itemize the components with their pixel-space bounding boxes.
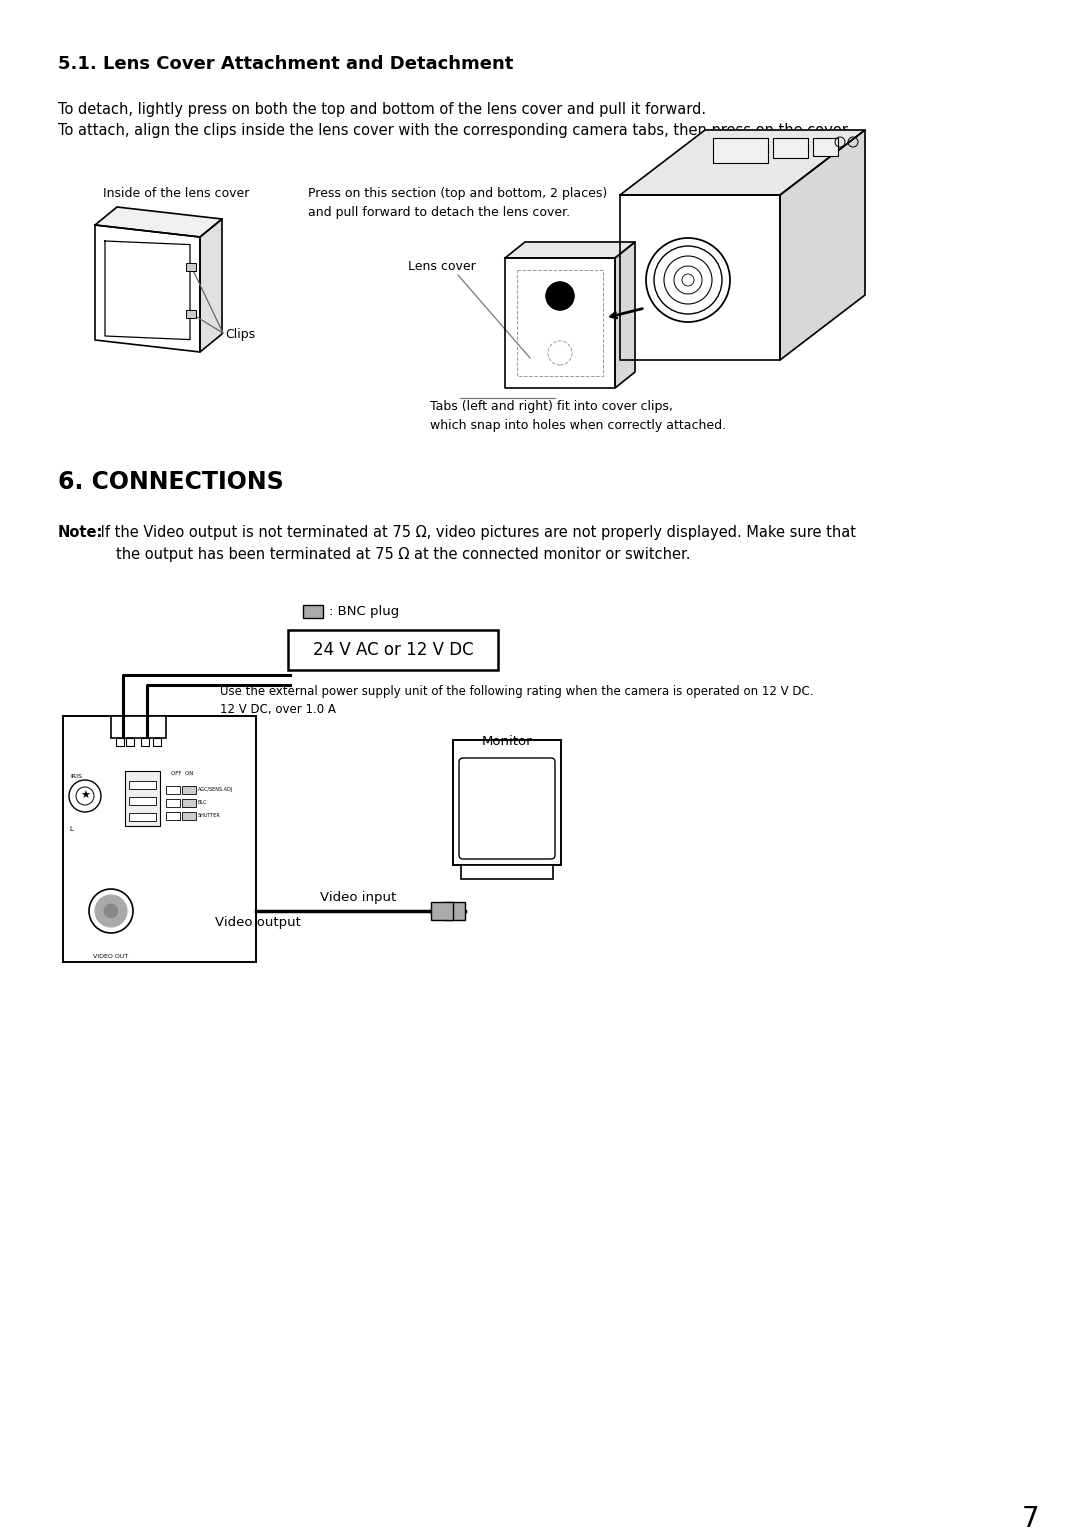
Bar	[183, 811, 195, 821]
Bar	[141, 738, 149, 746]
Text: IRIS: IRIS	[70, 775, 82, 779]
Bar	[183, 799, 195, 807]
Text: Video output: Video output	[215, 915, 301, 929]
Bar	[303, 605, 323, 617]
Text: Inside of the lens cover: Inside of the lens cover	[103, 186, 249, 200]
Text: VIDEO OUT: VIDEO OUT	[93, 953, 129, 960]
Bar	[166, 799, 180, 807]
Bar	[111, 717, 166, 738]
Text: AGC/SENS.ADJ: AGC/SENS.ADJ	[198, 787, 233, 792]
Bar	[129, 798, 156, 805]
Bar	[166, 785, 180, 795]
Bar	[813, 138, 838, 156]
Text: OFF  ON: OFF ON	[171, 772, 193, 776]
Bar	[129, 813, 156, 821]
Circle shape	[546, 283, 573, 310]
Bar	[183, 785, 195, 795]
Bar	[443, 902, 465, 920]
Text: Tabs (left and right) fit into cover clips,
which snap into holes when correctly: Tabs (left and right) fit into cover cli…	[430, 400, 726, 432]
Text: 6. CONNECTIONS: 6. CONNECTIONS	[58, 471, 284, 494]
Text: To detach, lightly press on both the top and bottom of the lens cover and pull i: To detach, lightly press on both the top…	[58, 102, 706, 118]
Text: Lens cover: Lens cover	[408, 260, 476, 274]
Bar	[153, 738, 161, 746]
Text: Monitor: Monitor	[482, 735, 532, 749]
Bar	[713, 138, 768, 163]
Bar	[125, 772, 160, 827]
Polygon shape	[780, 130, 865, 361]
Text: L: L	[69, 827, 72, 833]
Circle shape	[104, 905, 118, 918]
Polygon shape	[615, 241, 635, 388]
Text: 5.1. Lens Cover Attachment and Detachment: 5.1. Lens Cover Attachment and Detachmen…	[58, 55, 513, 73]
Bar	[116, 738, 124, 746]
Polygon shape	[505, 258, 615, 388]
Text: Clips: Clips	[225, 329, 255, 341]
Text: To attach, align the clips inside the lens cover with the corresponding camera t: To attach, align the clips inside the le…	[58, 122, 851, 138]
Text: Video input: Video input	[320, 891, 396, 905]
Text: SHUTTER: SHUTTER	[198, 813, 220, 817]
Bar	[431, 902, 453, 920]
Polygon shape	[95, 225, 200, 351]
Circle shape	[95, 895, 127, 927]
FancyBboxPatch shape	[459, 758, 555, 859]
Bar	[166, 811, 180, 821]
Bar	[288, 630, 498, 669]
Text: 7: 7	[1022, 1505, 1040, 1528]
Bar	[773, 138, 808, 157]
Text: BLC: BLC	[198, 801, 207, 805]
Text: 12 V DC, over 1.0 A: 12 V DC, over 1.0 A	[220, 703, 336, 717]
Polygon shape	[620, 130, 865, 196]
Bar	[186, 263, 195, 270]
Text: Press on this section (top and bottom, 2 places)
and pull forward to detach the : Press on this section (top and bottom, 2…	[308, 186, 607, 219]
Polygon shape	[95, 206, 222, 237]
Bar	[129, 781, 156, 788]
Text: If the Video output is not terminated at 75 Ω, video pictures are not properly d: If the Video output is not terminated at…	[96, 526, 856, 539]
Text: : BNC plug: : BNC plug	[329, 605, 400, 617]
Bar	[186, 310, 195, 318]
Text: 24 V AC or 12 V DC: 24 V AC or 12 V DC	[313, 642, 473, 659]
Text: Note:: Note:	[58, 526, 104, 539]
Text: the output has been terminated at 75 Ω at the connected monitor or switcher.: the output has been terminated at 75 Ω a…	[116, 547, 690, 562]
Polygon shape	[505, 241, 635, 258]
Text: Use the external power supply unit of the following rating when the camera is op: Use the external power supply unit of th…	[220, 685, 813, 698]
Bar	[126, 738, 134, 746]
Bar	[63, 717, 256, 963]
Text: ★: ★	[80, 792, 90, 801]
Polygon shape	[620, 196, 780, 361]
Bar	[461, 865, 553, 879]
Polygon shape	[200, 219, 222, 351]
Bar	[453, 740, 561, 865]
